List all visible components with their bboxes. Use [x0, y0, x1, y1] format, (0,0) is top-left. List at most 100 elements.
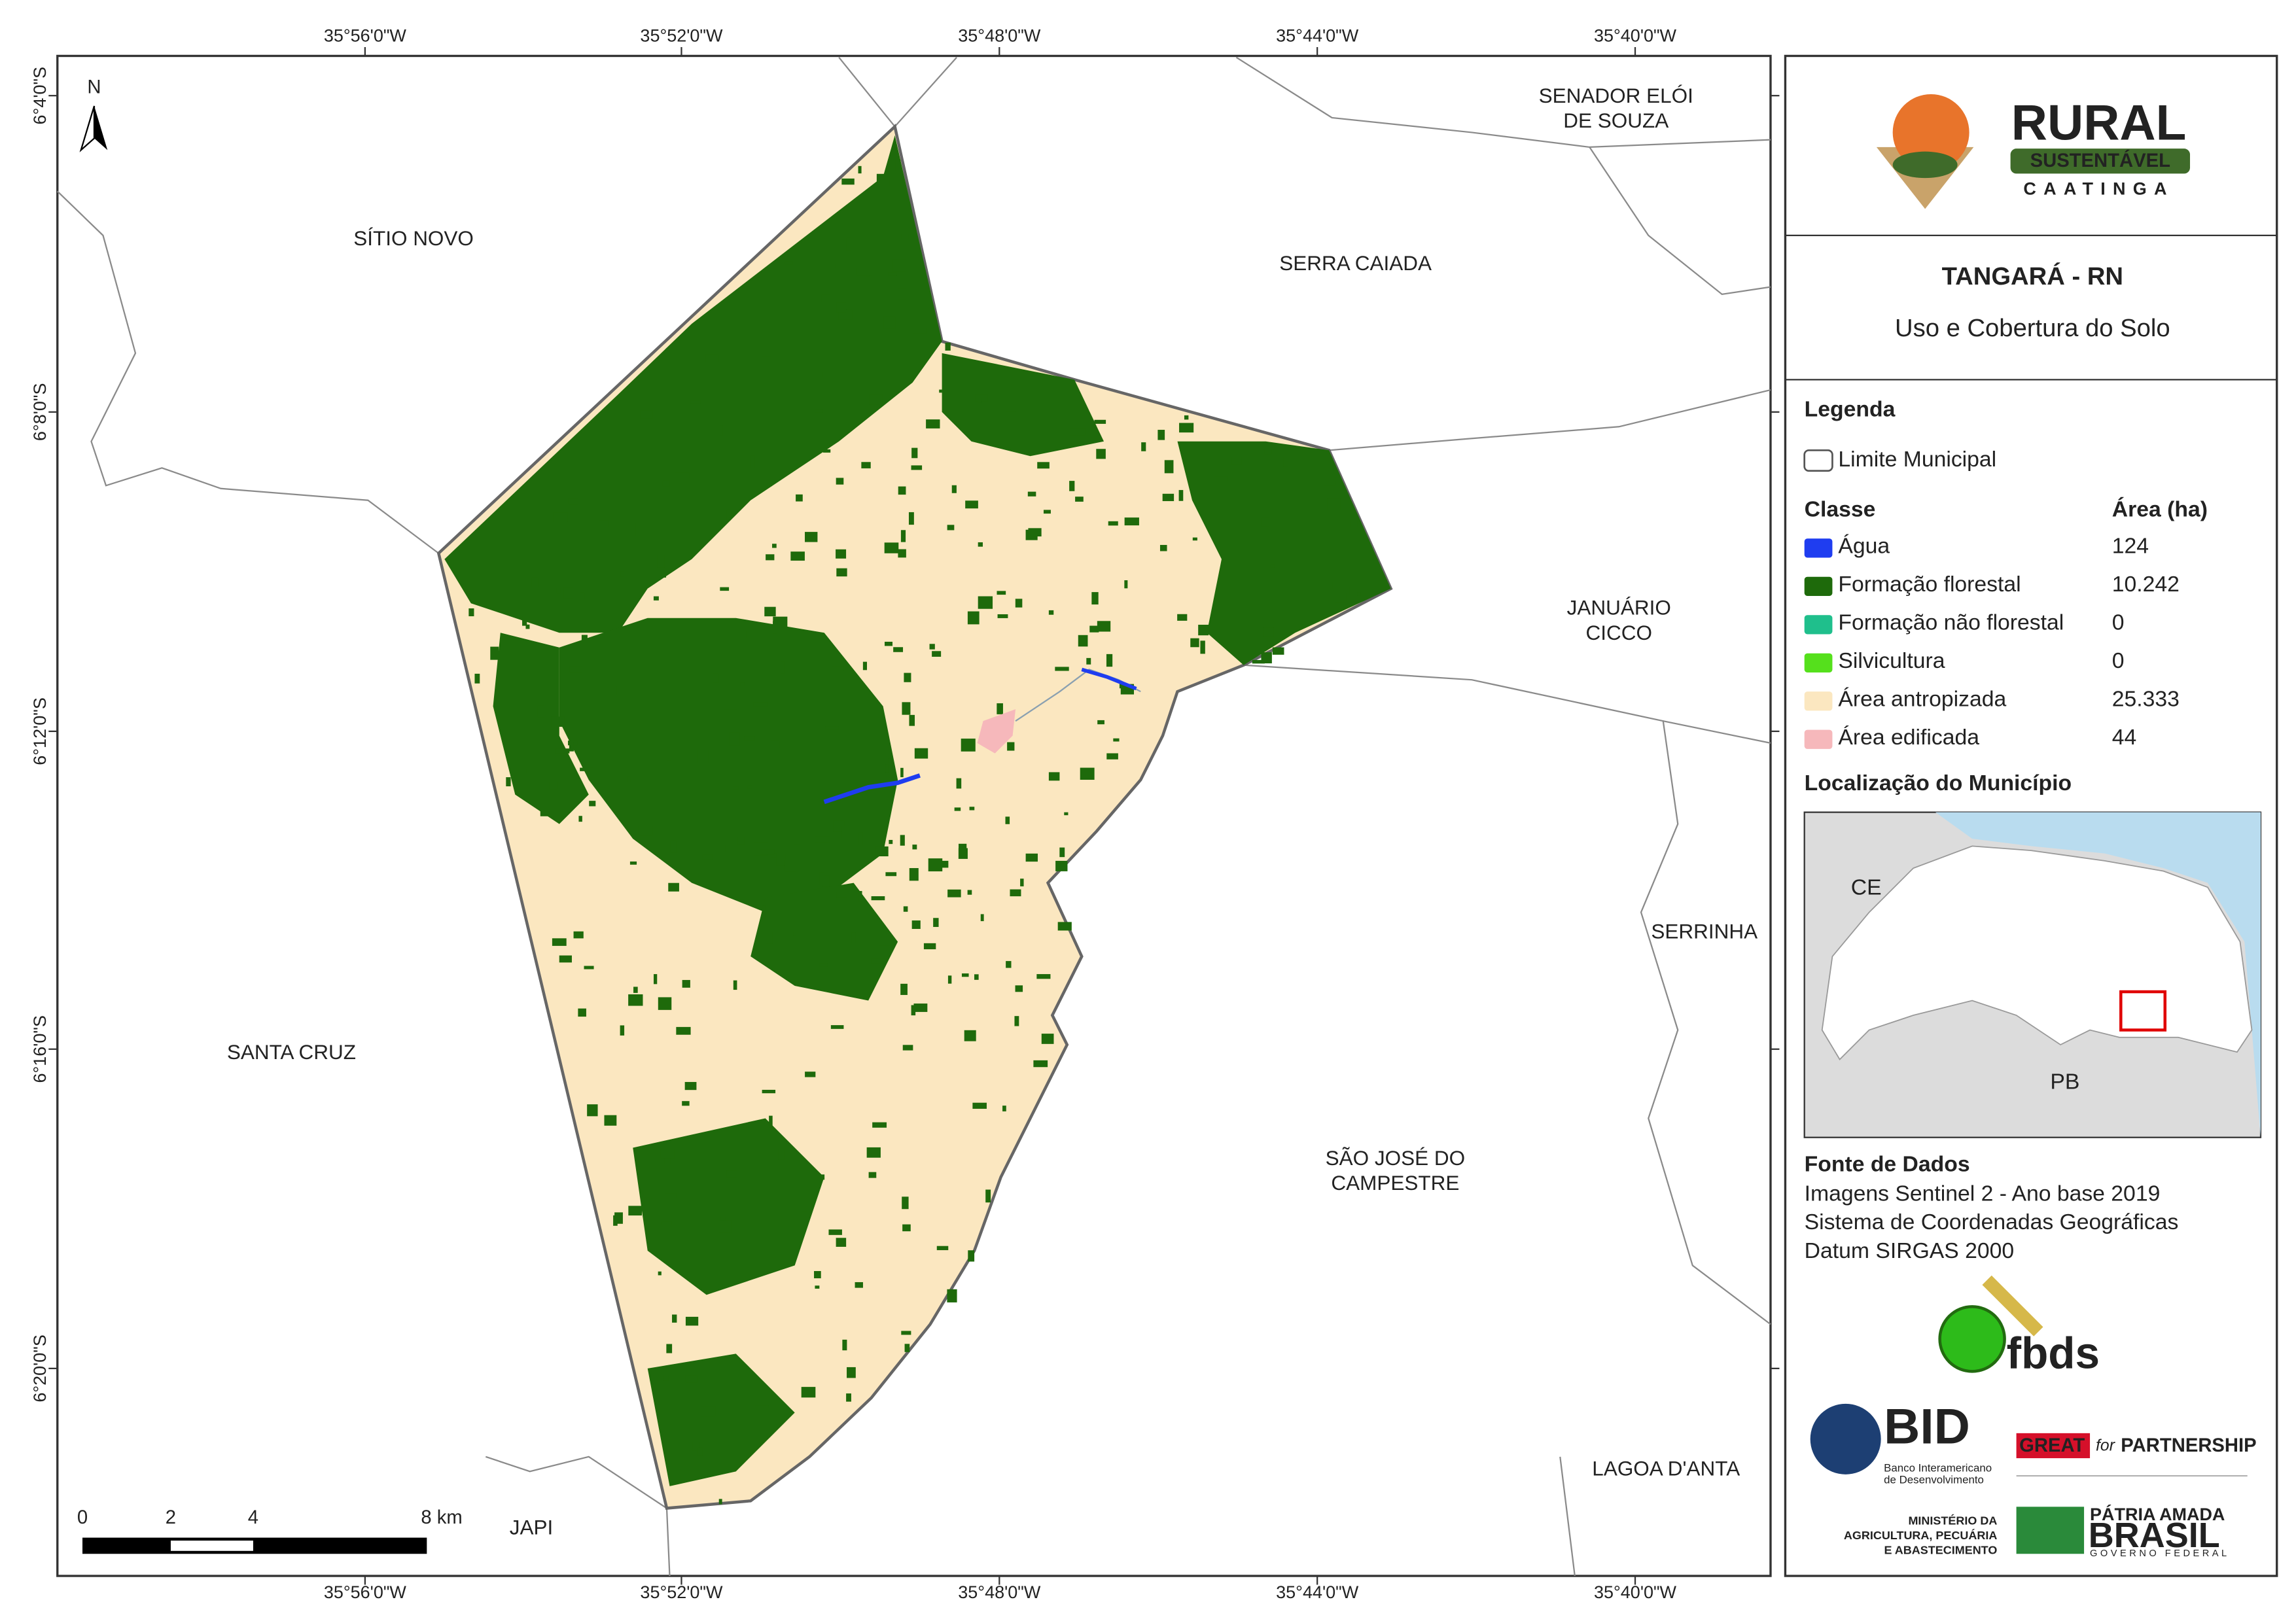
legend-class-name: Área antropizada — [1838, 687, 2006, 712]
place-name: CAMPESTRE — [1331, 1171, 1459, 1195]
forest-speck — [902, 1224, 911, 1232]
forest-speck — [836, 1238, 847, 1247]
forest-speck — [1097, 621, 1111, 632]
forest-speck — [682, 1101, 690, 1106]
forest-speck — [857, 268, 872, 276]
forest-speck — [833, 820, 845, 832]
forest-speck — [1078, 635, 1088, 647]
forest-speck — [901, 234, 909, 239]
forest-speck — [913, 1003, 928, 1012]
forest-speck — [961, 739, 976, 752]
forest-speck — [909, 867, 919, 881]
border — [1329, 389, 1771, 451]
border — [1589, 147, 1771, 296]
forest-speck — [1097, 720, 1104, 725]
forest-speck — [762, 343, 771, 357]
forest-speck — [822, 372, 830, 377]
forest-speck — [911, 920, 921, 930]
forest-speck — [522, 616, 527, 626]
forest-speck — [1025, 853, 1038, 862]
forest-speck — [762, 905, 766, 919]
forest-speck — [902, 1196, 909, 1210]
forest-speck — [913, 328, 927, 334]
brasil-gov: GOVERNO FEDERAL — [2090, 1548, 2230, 1559]
forest-speck — [938, 860, 949, 868]
forest-speck — [1080, 767, 1095, 780]
forest-patch — [751, 882, 898, 1001]
forest-speck — [819, 963, 828, 967]
forest-patch — [493, 633, 589, 824]
logo-title: RURAL — [2011, 96, 2187, 151]
forest-cover — [444, 135, 1391, 1486]
forest-speck — [911, 465, 923, 470]
locator-sea — [1935, 812, 2261, 1138]
border — [1559, 1456, 1576, 1577]
forest-speck — [1096, 449, 1106, 459]
locator-title: Localização do Município — [1805, 771, 2072, 795]
lon-label: 35°52'0"W — [640, 1582, 723, 1602]
north-arrow — [79, 105, 108, 152]
forest-speck — [985, 1189, 991, 1203]
forest-speck — [1124, 517, 1139, 526]
forest-speck — [658, 1271, 662, 1276]
bid-text: BID — [1884, 1399, 1970, 1455]
forest-speck — [885, 764, 889, 773]
forest-speck — [771, 853, 777, 858]
forest-speck — [672, 1314, 677, 1323]
forest-speck — [820, 1174, 825, 1180]
forest-speck — [1108, 521, 1118, 526]
forest-speck — [781, 661, 785, 674]
legend-swatch — [1804, 729, 1833, 749]
forest-speck — [954, 807, 961, 811]
forest-speck — [819, 872, 824, 885]
forest-speck — [876, 173, 890, 186]
forest-speck — [660, 1149, 675, 1159]
side-panel — [1784, 54, 2278, 1577]
forest-speck — [822, 875, 830, 887]
ministry-line: E ABASTECIMENTO — [1884, 1544, 1997, 1557]
forest-speck — [815, 409, 823, 413]
forest-speck — [776, 854, 786, 866]
forest-speck — [645, 1197, 650, 1204]
logo-region: CAATINGA — [2023, 179, 2174, 198]
forest-speck — [842, 1339, 847, 1351]
place-name: CICCO — [1586, 621, 1652, 644]
forest-speck — [540, 803, 554, 816]
forest-speck — [1033, 1060, 1048, 1068]
forest-speck — [1264, 449, 1272, 455]
forest-speck — [705, 354, 719, 362]
logo-band — [2010, 148, 2191, 174]
legend-swatch — [1804, 538, 1833, 558]
legend-swatch — [1804, 691, 1833, 711]
forest-speck — [836, 892, 847, 898]
place-name: JAPI — [510, 1515, 554, 1539]
forest-speck — [978, 542, 983, 547]
forest-speck — [1177, 614, 1188, 621]
bid-name: de Desenvolvimento — [1884, 1473, 1984, 1486]
forest-speck — [926, 419, 940, 428]
sources-line: Datum SIRGAS 2000 — [1805, 1238, 2014, 1263]
forest-speck — [1214, 476, 1228, 481]
forest-speck — [885, 872, 897, 877]
forest-speck — [744, 736, 755, 741]
forest-speck — [685, 1316, 699, 1326]
forest-speck — [1124, 580, 1128, 589]
forest-speck — [861, 462, 871, 468]
forest-speck — [914, 748, 928, 759]
forest-specks — [468, 160, 1361, 1505]
lon-label: 35°48'0"W — [958, 1582, 1041, 1602]
forest-speck — [838, 309, 853, 320]
forest-speck — [1270, 564, 1275, 568]
brasil-emblem — [2016, 1507, 2085, 1554]
forest-speck — [747, 785, 752, 789]
lon-label: 35°40'0"W — [1594, 1582, 1677, 1602]
forest-speck — [772, 544, 777, 548]
forest-speck — [726, 509, 730, 521]
north-label: N — [87, 77, 101, 98]
forest-speck — [903, 906, 908, 912]
forest-speck — [1057, 922, 1072, 931]
forest-patch — [444, 135, 942, 633]
forest-speck — [785, 860, 796, 872]
forest-speck — [836, 549, 847, 559]
